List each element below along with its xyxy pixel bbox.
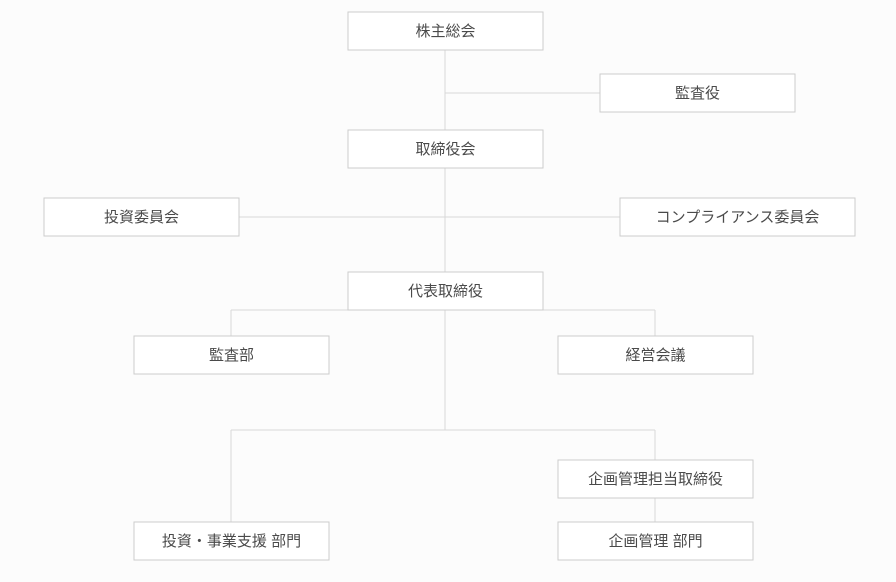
org-node: 代表取締役 <box>348 272 543 310</box>
org-node: 企画管理 部門 <box>558 522 753 560</box>
org-node-label: 経営会議 <box>625 346 685 364</box>
org-node: 取締役会 <box>348 130 543 168</box>
org-node-label: 企画管理担当取締役 <box>588 470 723 488</box>
org-node-label: 株主総会 <box>415 23 475 40</box>
org-node-label: 監査役 <box>675 85 720 102</box>
org-node-label: 監査部 <box>209 347 254 364</box>
org-node-label: 投資・事業支援 部門 <box>162 533 301 550</box>
org-node-label: 企画管理 部門 <box>608 532 702 550</box>
org-node: 監査役 <box>600 74 795 112</box>
org-node-label: コンプライアンス委員会 <box>656 209 820 226</box>
org-node: 企画管理担当取締役 <box>558 460 753 498</box>
org-node: 監査部 <box>134 336 329 374</box>
org-node-label: 代表取締役 <box>408 283 483 300</box>
org-node: 経営会議 <box>558 336 753 374</box>
org-node: 投資・事業支援 部門 <box>134 522 329 560</box>
org-node: 株主総会 <box>348 12 543 50</box>
org-chart: 株主総会監査役取締役会投資委員会 コンプライアンス委員会代表取締役監査部 経営会議企… <box>0 0 896 582</box>
org-node: コンプライアンス委員会 <box>620 198 855 236</box>
org-node-label: 取締役会 <box>415 141 475 158</box>
org-node: 投資委員会 <box>44 198 239 236</box>
org-node-label: 投資委員会 <box>104 209 179 226</box>
